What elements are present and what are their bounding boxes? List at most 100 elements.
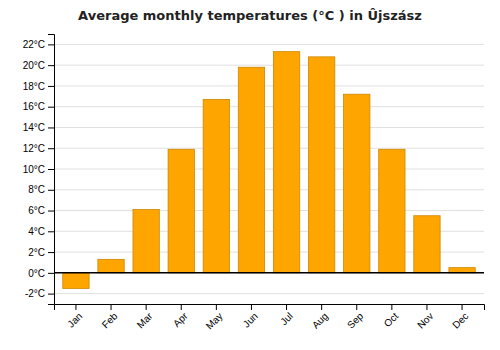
y-tick: 10°C	[23, 164, 54, 175]
y-tick-label: 20°C	[23, 60, 45, 71]
bars	[63, 52, 475, 289]
x-tick: Jan	[65, 304, 84, 330]
x-axis: Jan Feb Mar Apr May Jun Jul Aug Sep Oct Nov Dec	[55, 304, 485, 332]
y-tick-mark	[48, 44, 54, 45]
x-tick: Sep	[345, 304, 366, 331]
x-tick: May	[204, 304, 225, 332]
title: Average monthly temperatures (°C ) in Ûj…	[78, 8, 422, 23]
y-tick: 8°C	[28, 184, 54, 195]
x-tick-label: May	[204, 310, 225, 331]
grid-line	[54, 127, 484, 128]
x-tick-label: Jun	[241, 310, 260, 329]
grid-line	[54, 106, 484, 107]
x-tick-label: Oct	[382, 310, 401, 329]
bar	[63, 273, 89, 289]
y-tick: 16°C	[23, 101, 54, 112]
plot: -2°C 0°C 2°C 4°C 6°C 8°C 10°C 12°C 14°C 16°C 18°C 2…	[23, 35, 485, 332]
x-tick: Aug	[310, 304, 330, 331]
bar	[273, 52, 299, 273]
y-tick: 2°C	[28, 247, 54, 258]
y-tick-label: 16°C	[23, 101, 45, 112]
y-tick: 12°C	[23, 143, 54, 154]
y-tick-mark	[48, 231, 54, 232]
y-tick-mark	[48, 294, 54, 295]
grid-line	[54, 85, 484, 86]
x-tick-label: Sep	[345, 310, 366, 331]
x-tick-mark	[181, 304, 182, 310]
grid-line	[54, 210, 484, 211]
bar	[168, 149, 194, 273]
bar	[308, 57, 334, 273]
y-tick-mark	[48, 65, 54, 66]
x-tick-label: Nov	[415, 310, 435, 330]
y-tick-mark	[48, 169, 54, 170]
y-tick-label: 4°C	[28, 226, 45, 237]
y-axis: -2°C 0°C 2°C 4°C 6°C 8°C 10°C 12°C 14°C 16°C 18°C 2…	[23, 35, 55, 305]
grid-line	[54, 169, 484, 170]
x-tick-label: Dec	[450, 310, 470, 330]
y-tick-label: 2°C	[28, 247, 45, 258]
x-tick-mark	[146, 304, 147, 310]
bar	[449, 268, 475, 273]
y-tick-label: 18°C	[23, 81, 45, 92]
bar	[379, 149, 405, 273]
x-tick: Mar	[135, 304, 155, 330]
y-tick-mark	[48, 190, 54, 191]
x-tick: Feb	[100, 304, 120, 330]
y-tick-label: 0°C	[28, 268, 45, 279]
x-tick: Jun	[241, 304, 260, 330]
y-tick: 20°C	[23, 60, 54, 71]
y-tick: 6°C	[28, 205, 54, 216]
x-tick-mark	[426, 304, 427, 310]
y-tick-mark	[48, 273, 54, 274]
y-tick-label: 8°C	[28, 184, 45, 195]
y-tick-label: 6°C	[28, 205, 45, 216]
y-tick-mark	[48, 252, 54, 253]
y-tick-mark	[48, 127, 54, 128]
bar	[414, 216, 440, 273]
y-tick-label: -2°C	[25, 288, 45, 299]
y-tick-label: 12°C	[23, 143, 45, 154]
x-tick-label: Jul	[278, 310, 295, 327]
bar	[98, 259, 124, 273]
x-tick-mark	[356, 304, 357, 310]
y-tick-label: 10°C	[23, 164, 45, 175]
x-tick-mark	[391, 304, 392, 310]
x-tick-mark	[216, 304, 217, 310]
x-tick-label: Mar	[135, 310, 155, 330]
x-tick-mark	[251, 304, 252, 310]
grid-line	[54, 148, 484, 149]
y-axis-line	[48, 35, 55, 305]
x-tick-label: Feb	[100, 310, 120, 330]
bar	[344, 94, 370, 273]
y-tick-mark	[48, 211, 54, 212]
grid-line	[54, 272, 484, 273]
x-tick: Nov	[415, 304, 435, 331]
y-tick: 18°C	[23, 81, 54, 92]
bar	[203, 99, 229, 272]
x-tick-label: Apr	[171, 310, 190, 329]
x-tick: Oct	[382, 304, 401, 329]
chart: -2°C 0°C 2°C 4°C 6°C 8°C 10°C 12°C 14°C 16°C 18°C 2…	[0, 0, 500, 350]
grid-line	[54, 65, 484, 66]
x-tick-mark	[462, 304, 463, 310]
zero-line	[54, 272, 484, 274]
x-tick-mark	[75, 304, 76, 310]
x-tick: Dec	[450, 304, 470, 331]
x-axis-line	[55, 305, 485, 311]
x-tick-label: Aug	[310, 310, 330, 330]
x-tick-mark	[286, 304, 287, 310]
bar	[133, 210, 159, 273]
x-tick-mark	[111, 304, 112, 310]
y-tick-label: 22°C	[23, 39, 45, 50]
y-tick: 0°C	[28, 268, 54, 279]
x-tick-mark	[321, 304, 322, 310]
y-tick-label: 14°C	[23, 122, 45, 133]
x-tick: Apr	[171, 304, 190, 329]
y-tick: 4°C	[28, 226, 54, 237]
y-tick-mark	[48, 107, 54, 108]
grid	[54, 44, 484, 293]
grid-line	[54, 293, 484, 294]
grid-line	[54, 189, 484, 190]
y-tick-mark	[48, 86, 54, 87]
